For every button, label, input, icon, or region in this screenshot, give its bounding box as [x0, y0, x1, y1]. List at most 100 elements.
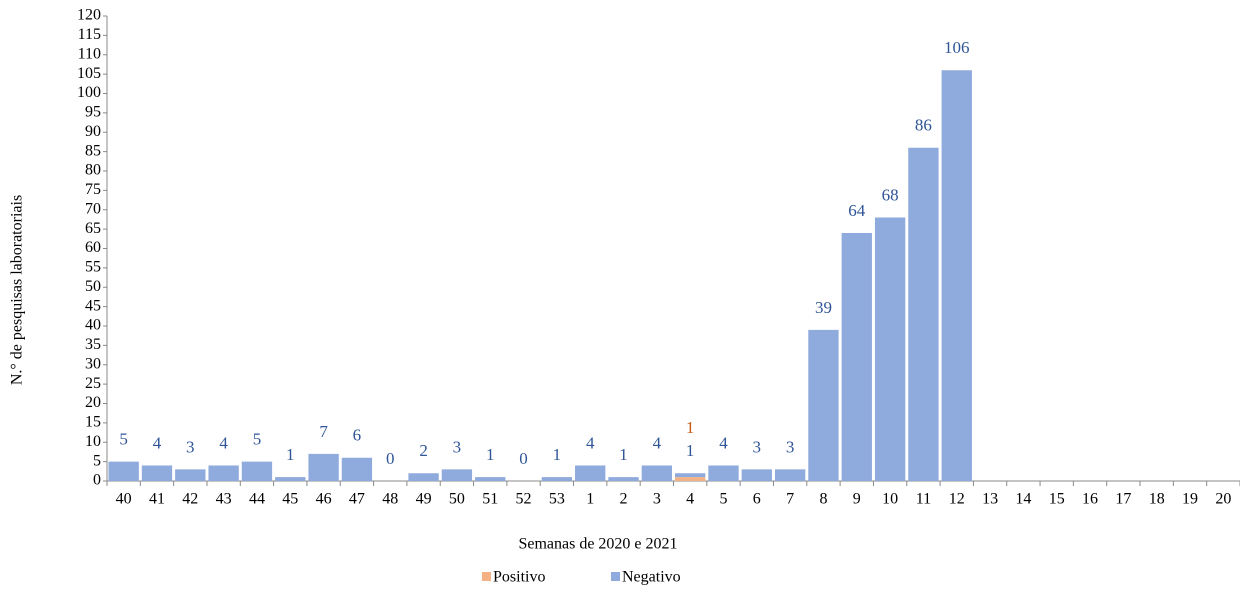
y-tick-label: 15 — [85, 414, 101, 431]
y-tick-label: 90 — [85, 123, 101, 140]
y-tick-label: 105 — [77, 65, 101, 82]
x-tick-label: 40 — [116, 491, 132, 508]
x-axis-title: Semanas de 2020 e 2021 — [518, 536, 677, 553]
y-tick-label: 25 — [85, 375, 101, 392]
x-tick-label: 16 — [1082, 491, 1098, 508]
bar — [874, 217, 906, 481]
y-tick-label: 70 — [85, 200, 101, 217]
x-tick-label: 43 — [216, 491, 232, 508]
y-tick-label: 40 — [85, 317, 101, 334]
y-tick-label: 100 — [77, 84, 101, 101]
x-tick-label: 20 — [1215, 491, 1231, 508]
value-label: 7 — [319, 422, 328, 441]
x-tick-label: 45 — [282, 491, 298, 508]
bar — [341, 457, 373, 481]
legend-label: Positivo — [493, 569, 545, 586]
value-label: 4 — [653, 433, 662, 452]
x-tick-label: 17 — [1115, 491, 1131, 508]
y-tick-label: 60 — [85, 239, 101, 256]
bar — [641, 465, 672, 481]
x-tick-label: 6 — [753, 491, 761, 508]
x-tick-label: 8 — [819, 491, 827, 508]
bar — [908, 147, 939, 481]
bar — [175, 469, 206, 481]
x-tick-label: 4 — [686, 491, 694, 508]
bar — [575, 465, 606, 481]
value-label: 3 — [453, 437, 462, 456]
y-tick-label: 10 — [85, 433, 101, 450]
y-tick-label: 110 — [78, 45, 101, 62]
x-tick-label: 5 — [719, 491, 727, 508]
y-tick-label: 5 — [93, 452, 101, 469]
legend-label: Negativo — [622, 569, 681, 586]
y-tick-label: 120 — [77, 7, 101, 24]
bar — [241, 461, 273, 481]
x-tick-label: 50 — [449, 491, 465, 508]
x-tick-label: 42 — [182, 491, 198, 508]
x-tick-label: 53 — [549, 491, 565, 508]
value-label: 0 — [386, 449, 395, 468]
y-tick-label: 45 — [85, 297, 101, 314]
bar — [708, 465, 739, 481]
y-tick-label: 95 — [85, 104, 101, 121]
x-tick-label: 10 — [882, 491, 898, 508]
x-tick-label: 2 — [620, 491, 628, 508]
value-label: 1 — [686, 441, 695, 460]
x-tick-label: 15 — [1049, 491, 1065, 508]
x-tick-label: 11 — [916, 491, 931, 508]
bar — [441, 469, 473, 481]
value-label: 5 — [253, 430, 262, 449]
value-label: 6 — [353, 426, 362, 445]
bar — [275, 477, 306, 481]
value-label: 1 — [486, 445, 495, 464]
x-tick-label: 3 — [653, 491, 661, 508]
y-axis-title: N.° de pesquisas laboratoriais — [9, 195, 26, 385]
x-tick-label: 48 — [382, 491, 398, 508]
value-label: 1 — [286, 445, 295, 464]
value-label: 3 — [753, 437, 762, 456]
y-tick-label: 35 — [85, 336, 101, 353]
value-label: 39 — [815, 298, 832, 317]
value-label: 86 — [915, 116, 932, 135]
bar — [774, 469, 806, 481]
value-label: 1 — [553, 445, 562, 464]
value-label: 3 — [186, 437, 195, 456]
x-tick-label: 44 — [249, 491, 265, 508]
legend-swatch — [482, 572, 491, 581]
y-tick-label: 0 — [93, 472, 101, 489]
y-tick-label: 75 — [85, 181, 101, 198]
value-label: 106 — [944, 38, 970, 57]
y-tick-label: 80 — [85, 162, 101, 179]
bar — [941, 70, 972, 481]
value-label: 0 — [519, 449, 528, 468]
bar — [841, 233, 872, 481]
y-tick-label: 55 — [85, 259, 101, 276]
y-tick-label: 20 — [85, 394, 101, 411]
bar — [308, 453, 339, 481]
value-label: 1 — [686, 418, 695, 437]
y-tick-label: 115 — [78, 26, 101, 43]
bar — [141, 465, 173, 481]
value-label: 4 — [219, 433, 228, 452]
x-tick-label: 18 — [1149, 491, 1165, 508]
x-tick-label: 49 — [416, 491, 432, 508]
bar — [475, 477, 506, 481]
y-tick-label: 65 — [85, 220, 101, 237]
value-label: 68 — [882, 185, 899, 204]
x-tick-label: 12 — [949, 491, 965, 508]
x-tick-label: 47 — [349, 491, 365, 508]
x-tick-label: 41 — [149, 491, 165, 508]
legend-swatch — [611, 572, 620, 581]
value-label: 4 — [153, 433, 162, 452]
bar — [541, 477, 573, 481]
value-label: 4 — [586, 433, 595, 452]
value-label: 64 — [848, 201, 866, 220]
value-label: 2 — [419, 441, 428, 460]
value-label: 3 — [786, 437, 795, 456]
value-label: 5 — [119, 430, 128, 449]
x-tick-label: 52 — [516, 491, 532, 508]
x-tick-label: 51 — [482, 491, 498, 508]
y-tick-label: 30 — [85, 355, 101, 372]
bar — [608, 477, 639, 481]
bar — [808, 329, 839, 481]
